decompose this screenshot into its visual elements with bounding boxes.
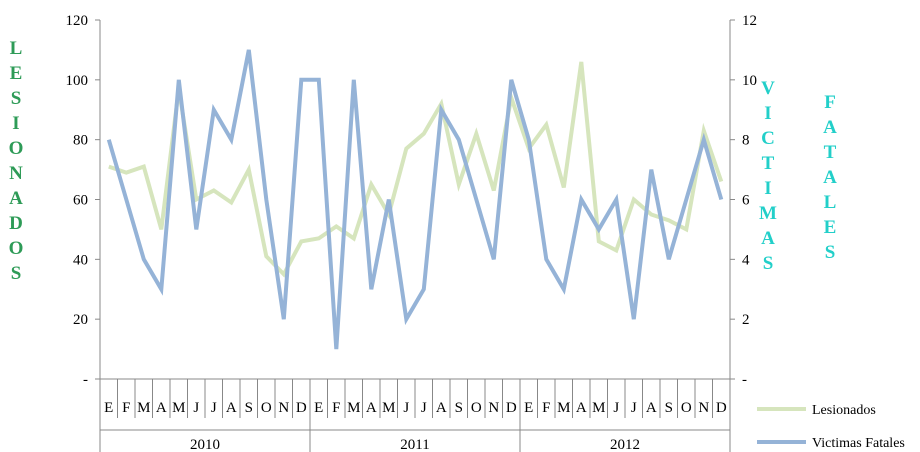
month-label: A [646, 400, 657, 416]
axis-title-letter: T [761, 153, 775, 174]
axis-title-letter: C [761, 128, 775, 149]
month-label: S [665, 400, 673, 416]
month-label: M [592, 400, 605, 416]
left-tick-label: 120 [66, 13, 89, 29]
axis-title-letter: O [8, 238, 24, 259]
axis-title-letter: V [761, 78, 775, 99]
month-label: N [488, 400, 499, 416]
left-tick-label: 60 [73, 193, 88, 209]
legend-label: Victimas Fatales [812, 436, 905, 451]
axis-title-letter: A [9, 188, 23, 209]
right-tick-label: 6 [742, 193, 750, 209]
month-label: A [576, 400, 587, 416]
month-label: J [193, 400, 199, 416]
month-label: F [332, 400, 340, 416]
month-label: E [314, 400, 323, 416]
right-tick-label: 10 [742, 73, 757, 89]
axis-title-letter: I [12, 113, 20, 134]
month-label: E [524, 400, 533, 416]
month-label: O [471, 400, 482, 416]
axis-title-letter: T [823, 142, 837, 163]
month-label: A [226, 400, 237, 416]
month-label: M [137, 400, 150, 416]
left-tick-label: 20 [73, 312, 88, 328]
month-label: F [542, 400, 550, 416]
month-label: M [172, 400, 185, 416]
right-tick-label: 2 [742, 312, 750, 328]
month-label: E [104, 400, 113, 416]
month-label: A [366, 400, 377, 416]
axis-title-letter: A [823, 117, 837, 138]
series-line-victimas-fatales [106, 49, 724, 350]
right-tick-label: 8 [742, 133, 750, 149]
month-label: J [613, 400, 619, 416]
month-label: J [403, 400, 409, 416]
month-label: N [698, 400, 709, 416]
axis-title-letter: E [823, 217, 837, 238]
month-label: S [455, 400, 463, 416]
month-label: J [211, 400, 217, 416]
month-label: A [156, 400, 167, 416]
month-label: D [716, 400, 727, 416]
axis-title-letter: F [824, 92, 836, 113]
axis-title-letter: S [762, 253, 774, 274]
axis-title-letter: M [759, 203, 777, 224]
left-tick-label: 80 [73, 133, 88, 149]
axis-title-letter: S [10, 263, 22, 284]
legend-label: Lesionados [812, 403, 876, 418]
left-tick-label: - [83, 372, 88, 388]
axis-title-letter: A [823, 167, 837, 188]
axis-title-letter: S [10, 88, 22, 109]
axis-title-letter: A [761, 228, 775, 249]
month-label: O [681, 400, 692, 416]
month-label: M [347, 400, 360, 416]
year-label: 2011 [400, 437, 429, 452]
month-label: M [557, 400, 570, 416]
month-label: A [436, 400, 447, 416]
right-tick-label: - [742, 372, 747, 388]
axis-title-letter: L [823, 192, 837, 213]
axis-title-letter: L [9, 38, 23, 59]
month-label: D [506, 400, 517, 416]
right-tick-label: 4 [742, 252, 750, 268]
axis-title-letter: I [764, 103, 772, 124]
axis-title-letter: S [824, 242, 836, 263]
month-label: J [631, 400, 637, 416]
month-label: N [278, 400, 289, 416]
axis-title-letter: D [9, 213, 23, 234]
axis-title-letter: I [764, 178, 772, 199]
series-line-lesionados [108, 61, 724, 278]
axis-title-letter: O [8, 138, 24, 159]
left-tick-label: 100 [66, 73, 89, 89]
right-tick-label: 12 [742, 13, 757, 29]
month-label: F [122, 400, 130, 416]
year-label: 2010 [190, 437, 220, 452]
month-label: J [421, 400, 427, 416]
month-label: M [382, 400, 395, 416]
month-label: S [245, 400, 253, 416]
axis-title-letter: E [9, 63, 23, 84]
month-label: D [296, 400, 307, 416]
axis-title-letter: N [9, 163, 23, 184]
left-tick-label: 40 [73, 252, 88, 268]
year-label: 2012 [610, 437, 640, 452]
month-label: O [261, 400, 272, 416]
